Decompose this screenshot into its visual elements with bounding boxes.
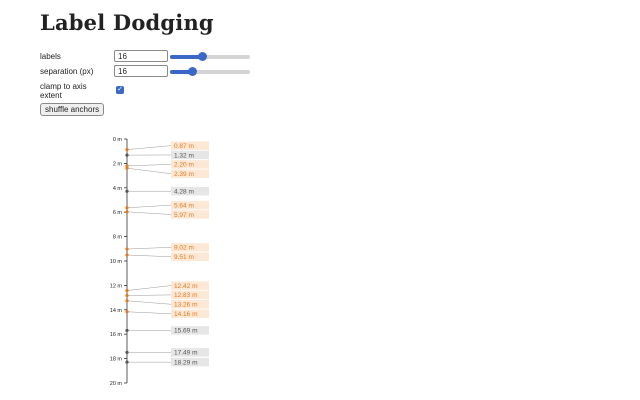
tick-label: 6 m — [113, 210, 123, 216]
value-label-bg — [171, 357, 209, 367]
value-label: 5.97 m — [174, 212, 194, 219]
value-label-bg — [171, 200, 209, 210]
value-label: 12.83 m — [174, 292, 198, 299]
value-label-bg — [171, 243, 209, 252]
value-label-bg — [171, 169, 209, 178]
leader-line — [126, 164, 172, 167]
leader-line — [126, 167, 172, 174]
value-label: 4.28 m — [174, 189, 194, 196]
value-label: 9.51 m — [174, 254, 194, 261]
separation-slider[interactable] — [170, 67, 250, 76]
clamp-label: clamp to axis extent — [40, 82, 87, 100]
anchor-point — [125, 293, 129, 298]
value-label-bg — [171, 141, 209, 150]
tick-label: 16 m — [110, 332, 123, 338]
tick-label: 14 m — [110, 308, 123, 314]
anchor-point — [125, 310, 129, 314]
labels-slider-fill — [170, 55, 202, 59]
separation-slider-fill — [170, 70, 193, 74]
anchors: 0.87 m 1.32 m 2.20 m 2.39 m 4.28 m 5.64 m 5.97… — [125, 141, 209, 366]
value-label-bg — [171, 326, 209, 335]
value-label-bg — [171, 150, 209, 160]
anchor-point — [125, 153, 129, 157]
anchor-point — [125, 166, 129, 170]
leader-line — [126, 254, 172, 257]
value-label: 15.69 m — [174, 328, 198, 335]
leader-line — [126, 247, 172, 250]
tick-label: 10 m — [110, 259, 123, 265]
clamp-checkbox[interactable]: ✓ — [116, 86, 124, 94]
anchor-point — [125, 206, 129, 210]
value-label: 2.20 m — [174, 162, 194, 169]
shuffle-anchors-button[interactable]: shuffle anchors — [40, 103, 105, 116]
leader-line — [126, 285, 172, 291]
value-label: 2.39 m — [174, 171, 194, 178]
anchor-point — [125, 253, 129, 257]
labels-control-label: labels — [40, 52, 61, 61]
leader-line — [126, 145, 172, 150]
axis: 0 m 2 m 4 m 6 m 8 m 10 m 12 m 14 m 16 m 18 m 20 m — [110, 137, 128, 387]
value-label: 0.87 m — [174, 143, 194, 150]
leader-line — [126, 300, 172, 305]
value-label-bg — [171, 348, 209, 357]
value-label: 12.42 m — [174, 283, 198, 290]
tick-label: 4 m — [113, 186, 123, 192]
leader-line — [126, 211, 172, 215]
anchor-point — [125, 164, 129, 168]
anchor-point — [125, 148, 129, 152]
separation-slider-thumb[interactable] — [188, 67, 198, 76]
value-label-bg — [171, 290, 209, 300]
tick-label: 12 m — [110, 283, 123, 289]
value-label-bg — [171, 309, 209, 319]
value-label: 14.16 m — [174, 311, 198, 318]
separation-input[interactable] — [114, 65, 168, 77]
value-label: 18.29 m — [174, 359, 198, 366]
value-label-bg — [171, 210, 209, 219]
leader-line — [126, 204, 172, 209]
labels-slider-thumb[interactable] — [198, 52, 207, 61]
separation-control-label: separation (px) — [40, 67, 94, 76]
tick-label: 0 m — [113, 137, 123, 143]
anchor-point — [125, 299, 129, 303]
value-label-bg — [171, 300, 209, 309]
anchor-point — [125, 288, 129, 293]
checkmark-icon: ✓ — [117, 86, 123, 93]
tick-label: 20 m — [110, 381, 123, 387]
tick-label: 8 m — [113, 235, 123, 241]
tick-label: 18 m — [110, 357, 123, 363]
value-label-bg — [171, 186, 209, 196]
page-title: Label Dodging — [40, 10, 214, 35]
tick-label: 2 m — [113, 161, 123, 167]
value-label: 1.32 m — [174, 152, 194, 159]
anchor-point — [125, 328, 129, 333]
value-label: 13.26 m — [174, 302, 198, 309]
leader-line — [126, 311, 172, 315]
value-label-bg — [171, 281, 209, 290]
value-label: 5.64 m — [174, 202, 194, 209]
anchor-point — [125, 247, 129, 251]
value-label: 17.49 m — [174, 350, 198, 357]
anchor-point — [125, 360, 129, 364]
anchor-point — [125, 189, 129, 193]
value-label: 9.02 m — [174, 245, 194, 252]
labels-count-input[interactable] — [114, 50, 168, 62]
labels-count-slider[interactable] — [170, 52, 250, 61]
anchor-point — [125, 350, 129, 354]
anchor-point — [125, 210, 129, 214]
value-label-bg — [171, 252, 209, 261]
leader-line — [126, 294, 172, 296]
value-label-bg — [171, 160, 209, 169]
